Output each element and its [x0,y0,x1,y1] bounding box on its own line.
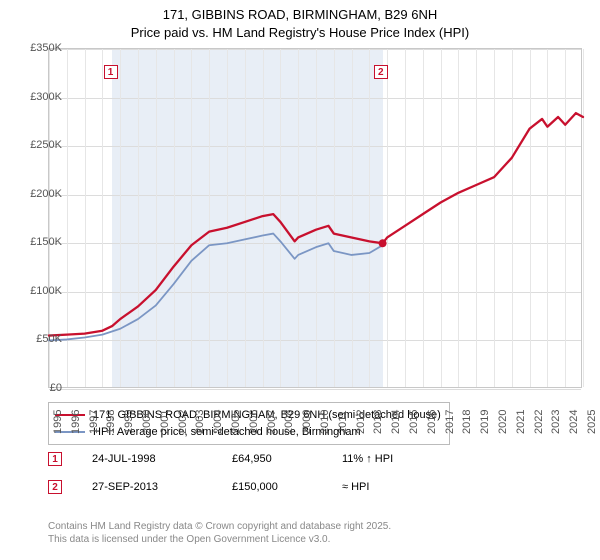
chart-sale-marker: 1 [104,65,118,79]
sale-rel-2: ≈ HPI [342,481,369,493]
y-axis-label: £300K [30,91,62,103]
y-axis-label: £200K [30,188,62,200]
x-axis-label: 2008 [283,410,295,434]
sale-date-2: 27-SEP-2013 [92,481,202,493]
chart-plot-area: 12 [48,48,582,388]
x-axis-label: 1997 [88,410,100,434]
x-axis-label: 2000 [141,410,153,434]
sale-row-1: 1 24-JUL-1998 £64,950 11% ↑ HPI [48,452,568,466]
x-axis-label: 1999 [123,410,135,434]
sale-row-2: 2 27-SEP-2013 £150,000 ≈ HPI [48,480,568,494]
x-axis-label: 2020 [497,410,509,434]
x-axis-label: 2012 [355,410,367,434]
x-axis-label: 2010 [319,410,331,434]
sale-date-1: 24-JUL-1998 [92,453,202,465]
sale-rel-1: 11% ↑ HPI [342,453,393,465]
y-axis-label: £100K [30,285,62,297]
y-axis-label: £350K [30,42,62,54]
x-axis-label: 2021 [515,410,527,434]
plot-svg [49,49,581,387]
y-axis-label: £0 [50,382,62,394]
chart-sale-marker: 2 [374,65,388,79]
x-axis-label: 1998 [105,410,117,434]
x-axis-label: 2006 [248,410,260,434]
y-axis-label: £150K [30,236,62,248]
x-axis-label: 2015 [408,410,420,434]
x-axis-label: 2013 [372,410,384,434]
x-axis-label: 2022 [533,410,545,434]
x-axis-label: 2024 [568,410,580,434]
x-axis-label: 2003 [194,410,206,434]
x-axis-label: 2014 [390,410,402,434]
x-axis-label: 2019 [479,410,491,434]
title-line-2: Price paid vs. HM Land Registry's House … [0,24,600,42]
sale-price-2: £150,000 [232,481,312,493]
x-axis-label: 2007 [266,410,278,434]
sale-marker-2: 2 [48,480,62,494]
y-axis-label: £250K [30,139,62,151]
x-axis-label: 2016 [426,410,438,434]
attribution-line-1: Contains HM Land Registry data © Crown c… [48,520,391,533]
x-axis-label: 1996 [70,410,82,434]
x-axis-label: 2017 [444,410,456,434]
x-axis-label: 2023 [550,410,562,434]
x-axis-label: 1995 [52,410,64,434]
x-axis-label: 2004 [212,410,224,434]
x-axis-label: 2005 [230,410,242,434]
x-axis-label: 2011 [337,410,349,434]
x-axis-label: 2009 [301,410,313,434]
x-axis-label: 2018 [461,410,473,434]
y-axis-label: £50K [36,333,62,345]
attribution: Contains HM Land Registry data © Crown c… [48,520,391,546]
x-axis-label: 2025 [586,410,598,434]
title-line-1: 171, GIBBINS ROAD, BIRMINGHAM, B29 6NH [0,6,600,24]
sale-marker-1: 1 [48,452,62,466]
chart-title: 171, GIBBINS ROAD, BIRMINGHAM, B29 6NH P… [0,0,600,41]
attribution-line-2: This data is licensed under the Open Gov… [48,533,391,546]
sale-price-1: £64,950 [232,453,312,465]
x-axis-label: 2001 [159,410,171,434]
x-axis-label: 2002 [177,410,189,434]
